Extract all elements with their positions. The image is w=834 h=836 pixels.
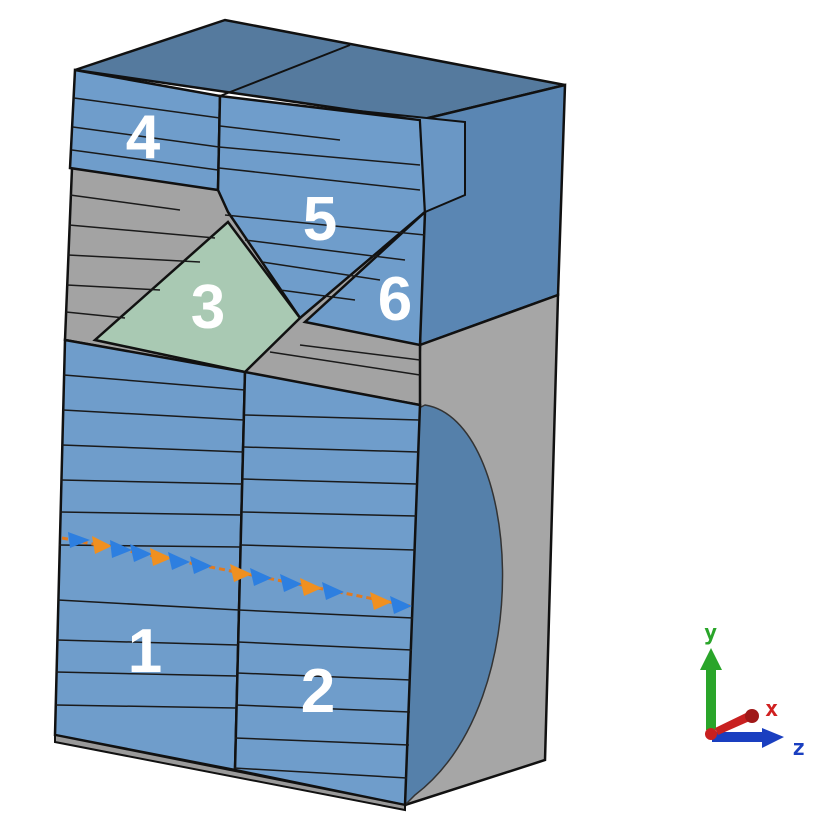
cylinder-section xyxy=(404,404,504,807)
region-label-3: 3 xyxy=(191,273,225,342)
bottom-strip xyxy=(54,733,406,812)
region-label-4: 4 xyxy=(126,103,161,172)
region-6 xyxy=(302,209,427,347)
x-axis-arrowhead xyxy=(745,709,759,723)
port-excitation-arrows xyxy=(61,532,412,614)
z-axis-shaft xyxy=(712,732,764,742)
axis-label-x: x xyxy=(765,697,778,722)
axis-label-y: y xyxy=(704,621,717,646)
y-axis-arrowhead xyxy=(700,648,722,670)
top-face-divider xyxy=(219,44,351,97)
axis-origin xyxy=(705,728,717,740)
notch xyxy=(329,107,466,214)
region-label-6: 6 xyxy=(378,265,412,334)
z-axis-arrowhead xyxy=(762,728,784,748)
mesh-lines xyxy=(55,97,426,779)
x-axis-shaft xyxy=(715,712,752,735)
region-label-2: 2 xyxy=(301,657,335,726)
region-label-5: 5 xyxy=(303,185,337,254)
axis-label-z: z xyxy=(792,736,805,761)
y-axis-shaft xyxy=(706,668,716,730)
axis-triad: y x z xyxy=(700,621,805,761)
region-label-1: 1 xyxy=(128,617,162,686)
